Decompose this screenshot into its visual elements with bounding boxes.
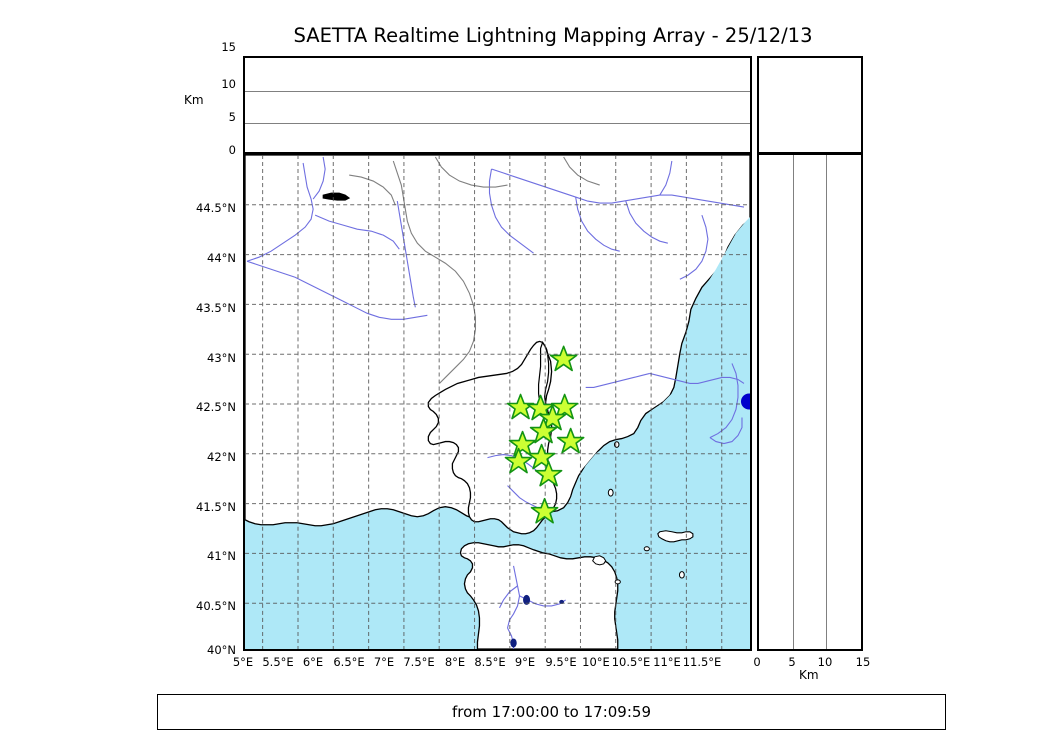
river-var (396, 201, 416, 308)
river-po-tributary-2 (575, 196, 620, 252)
border-italy-switzerland (434, 156, 508, 188)
tick-lat-44.5: 44.5°N (196, 201, 236, 215)
tick-lat-41.5: 41.5°N (196, 500, 236, 514)
tick-lon-8: 8°E (444, 655, 466, 669)
tick-lat-41: 41°N (207, 549, 236, 563)
panel-altitude-vs-longitude[interactable] (243, 56, 752, 154)
island-small-1 (643, 546, 650, 552)
island-small-2 (614, 579, 621, 585)
island-giglio (678, 571, 685, 579)
river-po (491, 168, 745, 208)
gridline-alt-5 (245, 123, 750, 125)
page-title: SAETTA Realtime Lightning Mapping Array … (293, 24, 813, 47)
tick-lon-10.5: 10.5°E (611, 655, 651, 669)
river-arno-upper (585, 372, 650, 389)
river-italy-ne (679, 214, 709, 280)
tick-lon-6.5: 6.5°E (333, 655, 365, 669)
river-sardinia-flumendosa (499, 585, 518, 609)
tick-lat-42: 42°N (207, 450, 236, 464)
panel-altitude-vs-latitude[interactable] (757, 153, 863, 651)
island-elba (657, 530, 694, 543)
time-window-text: from 17:00:00 to 17:09:59 (451, 703, 651, 721)
tick-lon-5: 5°E (232, 655, 254, 669)
tick-lon-8.5: 8.5°E (474, 655, 506, 669)
station-marker-3 (526, 394, 555, 421)
tick-range-15: 15 (855, 655, 871, 669)
station-marker-7 (508, 430, 537, 457)
tick-lat-42.5: 42.5°N (196, 400, 236, 414)
tick-lat-44: 44°N (207, 251, 236, 265)
tick-range-10: 10 (817, 655, 833, 669)
lake-sardinia-1 (523, 594, 531, 605)
tick-lat-40: 40°N (207, 643, 236, 657)
tick-lon-11: 11°E (653, 655, 681, 669)
gridline-range-5 (792, 155, 794, 649)
river-corsica-tavignano (507, 485, 542, 511)
tick-altitude-15: 15 (221, 40, 236, 54)
map-canvas[interactable] (245, 155, 750, 649)
station-marker-1 (549, 345, 578, 372)
tick-altitude-0: 0 (228, 143, 236, 157)
tick-lon-11.5: 11.5°E (682, 655, 722, 669)
lake-sardinia-2 (510, 638, 517, 648)
tick-altitude-10: 10 (221, 77, 236, 91)
tick-lat-40.5: 40.5°N (196, 599, 236, 613)
tick-lon-10: 10°E (582, 655, 610, 669)
tick-lon-7: 7°E (373, 655, 395, 669)
station-marker-6 (529, 417, 558, 444)
gridline-range-10 (826, 155, 828, 649)
tick-range-0: 0 (753, 655, 761, 669)
island-capraia (607, 488, 614, 497)
station-marker-11 (534, 460, 563, 487)
river-rhone-delta (246, 260, 428, 320)
border-italy-east (563, 156, 600, 186)
river-adige (659, 160, 673, 196)
river-italy-n2 (625, 200, 668, 244)
river-rhone (246, 162, 314, 262)
ligurian-sea-gulf (245, 217, 750, 649)
station-marker-8 (556, 427, 585, 454)
border-france-switzerland (349, 174, 396, 206)
island-gorgona (614, 441, 620, 448)
lake-geneva (322, 192, 351, 201)
tick-altitude-5: 5 (228, 110, 236, 124)
tick-lat-43.5: 43.5°N (196, 301, 236, 315)
tick-lon-9.5: 9.5°E (545, 655, 577, 669)
station-marker-10 (504, 447, 533, 474)
gridline-alt-10 (245, 90, 750, 92)
tick-range-5: 5 (788, 655, 796, 669)
river-arno (649, 372, 745, 385)
country-borders-layer (349, 156, 600, 384)
stations-layer (504, 345, 585, 524)
river-durance (314, 214, 400, 250)
panel-map[interactable] (243, 153, 752, 651)
tick-lat-43: 43°N (207, 351, 236, 365)
landmass-sardinia (459, 542, 619, 649)
tick-lon-5.5: 5.5°E (262, 655, 294, 669)
island-maddalena (592, 555, 607, 566)
panel-altitude-histogram[interactable] (757, 56, 863, 154)
axis-label-range-km: Km (799, 668, 819, 682)
tick-lon-9: 9°E (514, 655, 536, 669)
source-marker-1 (740, 393, 750, 410)
station-marker-2 (506, 393, 535, 420)
station-marker-12 (530, 497, 559, 524)
time-window-status-bar: from 17:00:00 to 17:09:59 (157, 694, 946, 730)
river-tiber-loop (709, 417, 743, 445)
river-tiber-head (709, 363, 739, 439)
tick-lon-7.5: 7.5°E (403, 655, 435, 669)
border-france-italy (392, 160, 477, 384)
station-marker-4 (550, 393, 579, 420)
tick-lon-6: 6°E (302, 655, 324, 669)
axis-label-altitude-km: Km (184, 93, 204, 107)
river-saone (312, 156, 326, 200)
